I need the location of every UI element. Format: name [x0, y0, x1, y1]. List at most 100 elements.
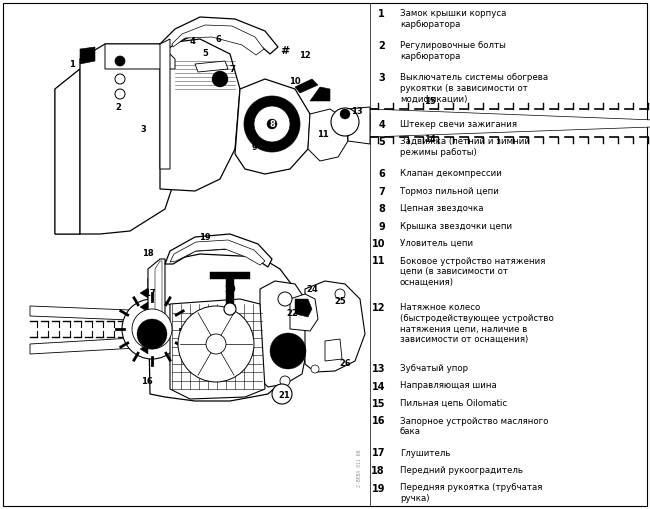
- Text: 11: 11: [372, 257, 385, 267]
- Text: 20: 20: [224, 285, 236, 294]
- Text: Запорное устройство масляного
бака: Запорное устройство масляного бака: [400, 416, 549, 436]
- Text: Z-BEBA 011 KN: Z-BEBA 011 KN: [357, 449, 362, 487]
- Text: Выключатель системы обогрева
рукоятки (в зависимости от
модификации): Выключатель системы обогрева рукоятки (в…: [400, 73, 548, 103]
- Circle shape: [224, 303, 236, 315]
- Polygon shape: [160, 17, 278, 54]
- Text: 6: 6: [378, 169, 385, 179]
- Text: 8: 8: [269, 120, 275, 128]
- Polygon shape: [155, 261, 162, 314]
- Text: 12: 12: [372, 303, 385, 313]
- Polygon shape: [348, 107, 370, 144]
- Text: 1: 1: [378, 9, 385, 19]
- Text: 17: 17: [144, 290, 156, 298]
- Circle shape: [115, 56, 125, 66]
- Text: 3: 3: [140, 125, 146, 133]
- Text: Тормоз пильной цепи: Тормоз пильной цепи: [400, 186, 499, 195]
- Text: 19: 19: [199, 233, 211, 241]
- Circle shape: [212, 71, 228, 87]
- Polygon shape: [170, 299, 265, 399]
- Polygon shape: [148, 259, 165, 334]
- Polygon shape: [370, 109, 650, 137]
- Text: 14: 14: [372, 382, 385, 391]
- Text: 4: 4: [378, 120, 385, 129]
- Circle shape: [244, 96, 300, 152]
- Text: Замок крышки корпуса
карбюратора: Замок крышки корпуса карбюратора: [400, 9, 506, 29]
- Text: 5: 5: [378, 137, 385, 147]
- Polygon shape: [170, 240, 265, 265]
- Text: 12: 12: [299, 50, 311, 60]
- Polygon shape: [30, 306, 155, 321]
- Circle shape: [340, 109, 350, 119]
- Circle shape: [178, 306, 254, 382]
- Circle shape: [335, 289, 345, 299]
- Text: 3: 3: [378, 73, 385, 83]
- Polygon shape: [295, 299, 312, 317]
- Circle shape: [115, 74, 125, 84]
- Text: Штекер свечи зажигания: Штекер свечи зажигания: [400, 120, 517, 128]
- Text: 18: 18: [371, 466, 385, 476]
- Text: 15: 15: [424, 97, 436, 105]
- Polygon shape: [105, 44, 175, 69]
- Circle shape: [115, 89, 125, 99]
- Polygon shape: [80, 47, 95, 64]
- Text: Крышка звездочки цепи: Крышка звездочки цепи: [400, 221, 512, 231]
- Polygon shape: [210, 272, 250, 279]
- Text: 17: 17: [372, 448, 385, 459]
- Circle shape: [122, 299, 182, 359]
- Text: 2: 2: [115, 102, 121, 111]
- Polygon shape: [160, 39, 170, 169]
- Text: 23: 23: [289, 350, 301, 358]
- Text: Клапан декомпрессии: Клапан декомпрессии: [400, 169, 502, 178]
- Text: 13: 13: [351, 106, 363, 116]
- Polygon shape: [165, 234, 272, 267]
- Text: 9: 9: [252, 143, 258, 152]
- Polygon shape: [140, 344, 148, 354]
- Text: Регулировочные болты
карбюратора: Регулировочные болты карбюратора: [400, 41, 506, 61]
- Polygon shape: [140, 288, 148, 298]
- Text: 19: 19: [372, 484, 385, 494]
- Text: Направляющая шина: Направляющая шина: [400, 382, 497, 390]
- Text: #: #: [280, 46, 290, 56]
- Polygon shape: [226, 279, 234, 309]
- Text: 8: 8: [378, 204, 385, 214]
- Polygon shape: [55, 69, 80, 234]
- Circle shape: [137, 319, 167, 349]
- Polygon shape: [140, 330, 148, 340]
- Text: 1: 1: [69, 60, 75, 69]
- Polygon shape: [80, 44, 175, 234]
- Polygon shape: [310, 87, 330, 101]
- Text: 14: 14: [424, 134, 436, 144]
- Text: 9: 9: [378, 221, 385, 232]
- Polygon shape: [30, 337, 155, 354]
- Circle shape: [280, 376, 290, 386]
- Polygon shape: [260, 281, 308, 387]
- Polygon shape: [160, 39, 240, 191]
- Circle shape: [270, 333, 306, 369]
- Polygon shape: [325, 339, 342, 361]
- Circle shape: [311, 365, 319, 373]
- Text: 7: 7: [229, 65, 235, 73]
- Circle shape: [267, 119, 277, 129]
- Text: 21: 21: [278, 391, 290, 401]
- Text: 22: 22: [286, 309, 298, 319]
- Circle shape: [254, 106, 290, 142]
- Text: 16: 16: [372, 416, 385, 427]
- Text: 11: 11: [317, 129, 329, 138]
- Polygon shape: [290, 294, 318, 331]
- Text: 13: 13: [372, 364, 385, 374]
- Text: Передний рукооградитель: Передний рукооградитель: [400, 466, 523, 475]
- Circle shape: [331, 108, 359, 136]
- Circle shape: [272, 384, 292, 404]
- Polygon shape: [305, 281, 365, 372]
- Polygon shape: [345, 111, 370, 134]
- Text: 10: 10: [289, 76, 301, 86]
- Text: 2: 2: [378, 41, 385, 51]
- Text: 4: 4: [189, 37, 195, 45]
- Polygon shape: [140, 302, 148, 312]
- Text: 25: 25: [334, 297, 346, 305]
- Text: Цепная звездочка: Цепная звездочка: [400, 204, 484, 213]
- Text: Боковое устройство натяжения
цепи (в зависимости от
оснащения): Боковое устройство натяжения цепи (в зав…: [400, 257, 545, 287]
- Text: 7: 7: [378, 186, 385, 196]
- Polygon shape: [235, 79, 310, 174]
- Circle shape: [278, 292, 292, 306]
